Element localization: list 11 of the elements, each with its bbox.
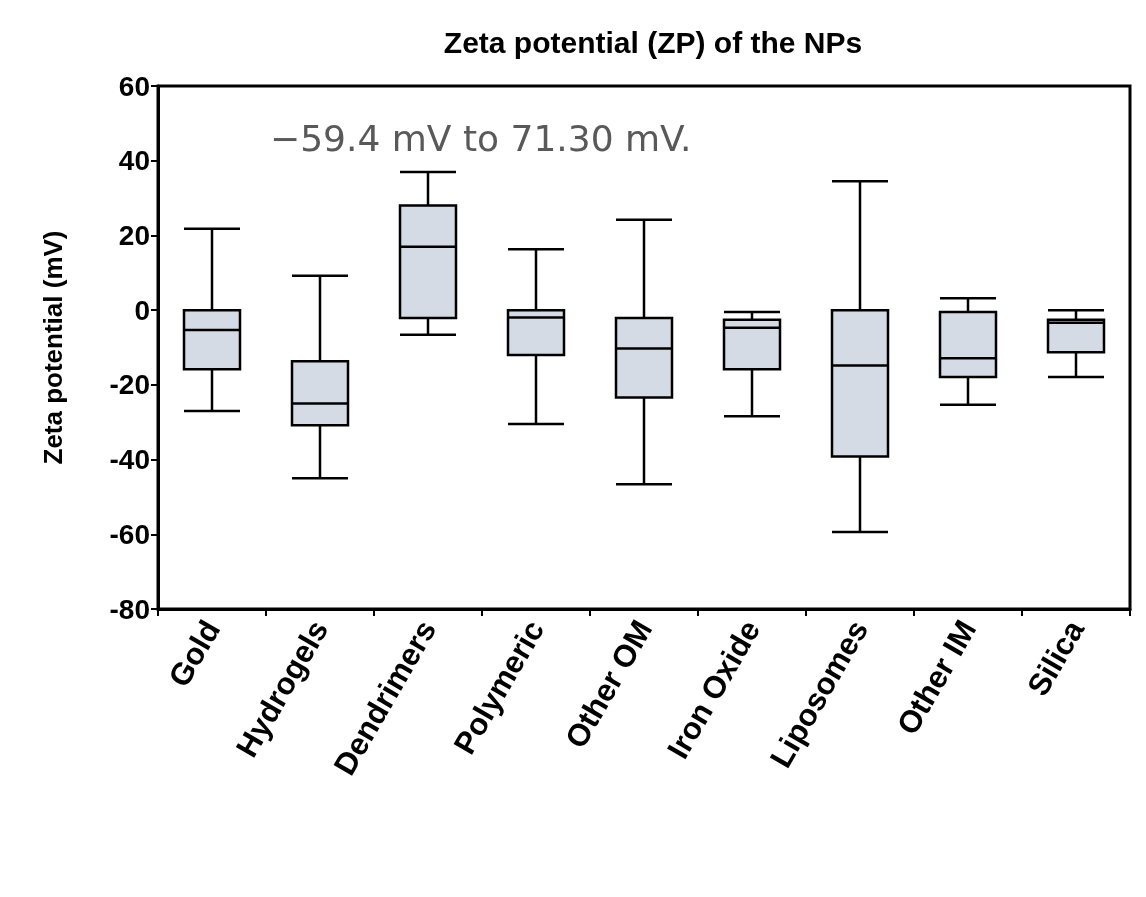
y-tick-label: -40 <box>109 444 150 476</box>
y-tick-label: -60 <box>109 518 150 550</box>
y-tick-label: 20 <box>118 219 150 251</box>
y-tick-label: -20 <box>109 369 150 401</box>
y-tick-label: 40 <box>118 145 150 177</box>
y-tick-label: 0 <box>134 294 150 326</box>
y-tick-label: 60 <box>118 70 150 102</box>
annotation: −59.4 mV to 71.30 mV. <box>270 117 692 159</box>
chart-title: Zeta potential (ZP) of the NPs <box>443 25 863 59</box>
y-tick-label: -80 <box>109 593 150 625</box>
y-axis-title: Zeta potential (mV) <box>38 230 68 465</box>
